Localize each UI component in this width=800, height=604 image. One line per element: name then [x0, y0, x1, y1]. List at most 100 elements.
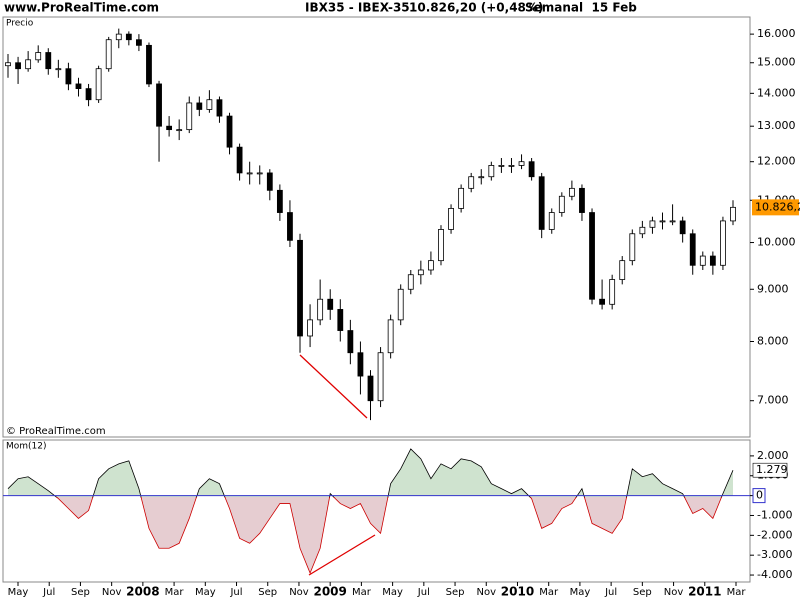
- candle-body: [599, 298, 605, 305]
- x-tick-label: Sep: [71, 587, 90, 598]
- candle-body: [276, 189, 283, 213]
- candle-body: [548, 212, 555, 230]
- x-tick-label: 2010: [501, 585, 534, 599]
- candle-body: [246, 172, 253, 175]
- x-tick-label: Jul: [42, 587, 55, 598]
- candle-body: [538, 176, 545, 230]
- candle-body: [659, 220, 666, 223]
- candle-body: [55, 68, 62, 71]
- candle-body: [699, 255, 706, 266]
- candle-body: [15, 62, 21, 70]
- candle-body: [347, 330, 354, 354]
- candle-body: [65, 68, 72, 85]
- quote: 10.826,20 (+0,48%): [409, 1, 543, 15]
- candle-body: [669, 220, 676, 223]
- y-tick-label: 8.000: [757, 334, 789, 347]
- y-tick-label: 12.000: [757, 155, 796, 168]
- candle-body: [377, 352, 384, 402]
- momentum-line-negative: [55, 497, 722, 575]
- x-tick-label: Jul: [229, 587, 242, 598]
- y-tick-label: 15.000: [757, 56, 796, 69]
- x-tick-label: 2011: [688, 585, 721, 599]
- x-tick-label: May: [570, 587, 591, 598]
- period: Semanal 15 Feb: [525, 1, 637, 15]
- candle-body: [216, 99, 223, 117]
- x-tick-label: Sep: [446, 587, 465, 598]
- candle-body: [558, 195, 565, 213]
- candle-body: [75, 83, 82, 90]
- candle-body: [629, 233, 636, 262]
- candle-body: [458, 187, 465, 209]
- y-tick-label: 9.000: [757, 282, 789, 295]
- candle-body: [337, 309, 344, 331]
- last-price-tag: [752, 199, 799, 216]
- candle-body: [196, 102, 203, 110]
- candle-body: [649, 220, 656, 228]
- site: www.ProRealTime.com: [4, 1, 159, 15]
- x-tick-label: May: [8, 587, 29, 598]
- candle-body: [226, 115, 233, 148]
- x-tick-label: 2009: [313, 585, 346, 599]
- x-tick-label: Nov: [102, 587, 122, 598]
- candle-body: [115, 33, 122, 41]
- candle-body: [407, 274, 414, 290]
- candle-body: [317, 298, 324, 321]
- x-tick-label: Mar: [539, 587, 559, 598]
- candle-body: [256, 172, 263, 175]
- candle-body: [266, 172, 273, 191]
- candle-body: [307, 319, 313, 337]
- candle-body: [287, 212, 293, 241]
- x-tick-label: May: [382, 587, 403, 598]
- candle-body: [45, 52, 52, 70]
- candle-body: [428, 260, 434, 271]
- last-price-label: 10.826,2: [755, 200, 800, 213]
- x-tick-label: Jul: [604, 587, 617, 598]
- candle-body: [528, 161, 535, 178]
- y-tick-label: 0: [756, 489, 763, 502]
- y-tick-label: -3.000: [757, 548, 792, 561]
- candle-body: [689, 233, 696, 266]
- candle-body: [85, 88, 92, 101]
- candle-body: [679, 220, 686, 235]
- trendline: [299, 354, 368, 419]
- price-panel: [2, 16, 751, 438]
- candle-body: [488, 165, 495, 178]
- x-tick-label: Sep: [633, 587, 652, 598]
- candle-body: [357, 352, 364, 377]
- candle-body: [156, 83, 162, 127]
- x-tick-label: Sep: [258, 587, 277, 598]
- candle-body: [579, 187, 585, 213]
- y-tick-label: 14.000: [757, 86, 796, 99]
- candle-body: [639, 226, 646, 235]
- candle-body: [730, 206, 736, 222]
- momentum-area-negative: [56, 497, 722, 574]
- copyright: © ProRealTime.com: [6, 426, 106, 437]
- title: IBX35 - IBEX-35: [305, 1, 410, 15]
- x-tick-label: Mar: [727, 587, 747, 598]
- y-tick-label: -1.000: [757, 508, 792, 521]
- candle-body: [387, 319, 394, 354]
- last-momentum-label: 1.279: [756, 463, 788, 476]
- candle-body: [5, 62, 11, 67]
- candle-body: [619, 260, 626, 280]
- candle-body: [176, 129, 183, 132]
- y-tick-label: -4.000: [757, 568, 792, 581]
- zero-tag: [752, 488, 766, 504]
- x-tick-label: 2008: [126, 585, 159, 599]
- y-tick-label: 16.000: [757, 27, 796, 40]
- y-tick-label: 2.000: [757, 449, 789, 462]
- candle-body: [327, 298, 334, 310]
- panel-label: Precio: [6, 19, 34, 29]
- candle-body: [609, 279, 616, 305]
- candle-body: [568, 187, 575, 197]
- x-tick-label: Nov: [664, 587, 684, 598]
- candle-body: [206, 99, 213, 110]
- candle-body: [35, 52, 42, 61]
- candle-body: [25, 59, 32, 70]
- y-tick-label: 7.000: [757, 394, 789, 407]
- candle-body: [589, 212, 595, 300]
- candle-body: [95, 68, 102, 101]
- trendline: [308, 534, 376, 576]
